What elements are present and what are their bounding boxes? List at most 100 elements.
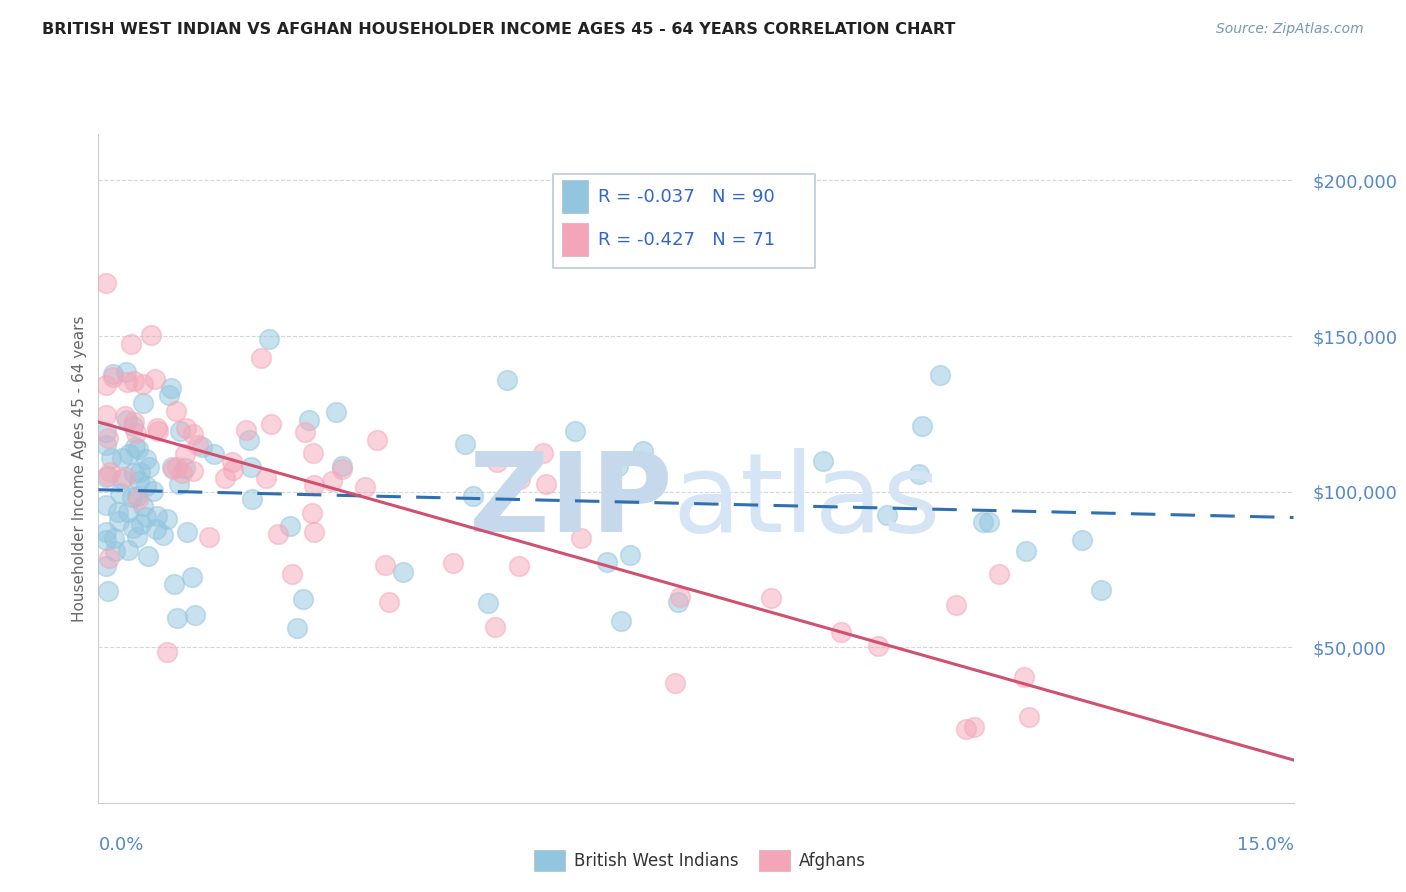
Point [96,583,118,598]
Point [114,470,136,484]
Point [569,531,592,545]
Text: 0.0%: 0.0% [98,837,143,855]
Point [156,645,179,659]
Point [96,525,118,540]
Text: R = -0.037   N = 90: R = -0.037 N = 90 [598,187,775,205]
Point [146,424,169,438]
Point [321,475,343,489]
Point [96,276,118,290]
Point [1012,670,1035,684]
Point [131,516,153,531]
Point [120,337,142,351]
Point [240,491,263,506]
Point [96,425,118,440]
Point [191,440,214,454]
Point [96,558,118,573]
Point [463,489,485,503]
Point [121,521,143,535]
Point [607,458,630,473]
Point [955,722,977,736]
Point [911,419,934,434]
Point [595,555,617,569]
Point [484,620,506,634]
Point [254,471,277,485]
Point [125,529,148,543]
Point [1018,710,1040,724]
Point [160,460,183,475]
Point [103,369,125,384]
Point [162,462,184,476]
Point [876,508,898,523]
Point [174,447,197,461]
Point [138,459,160,474]
Point [121,490,143,504]
Point [132,499,155,513]
Point [156,512,179,526]
Point [103,531,125,545]
Text: R = -0.427   N = 71: R = -0.427 N = 71 [598,231,775,249]
Point [96,470,118,484]
Point [813,454,835,468]
Point [240,459,263,474]
Point [176,524,198,539]
Point [830,624,852,639]
Point [146,421,169,435]
Text: BRITISH WEST INDIAN VS AFGHAN HOUSEHOLDER INCOME AGES 45 - 64 YEARS CORRELATION : BRITISH WEST INDIAN VS AFGHAN HOUSEHOLDE… [42,22,956,37]
Point [285,621,308,635]
Point [454,437,477,451]
Point [631,444,654,458]
Point [122,374,145,388]
Point [131,396,153,410]
Point [972,516,994,530]
Point [135,479,157,493]
Point [181,464,204,478]
Point [325,405,347,419]
Point [166,611,188,625]
Point [145,522,167,536]
Point [118,447,141,461]
Point [169,425,191,439]
Point [122,415,145,429]
Point [183,427,205,442]
Point [98,551,121,566]
Point [111,450,134,465]
Point [122,466,145,480]
Point [173,461,195,475]
Point [104,544,127,558]
Point [170,466,193,480]
Point [378,595,401,609]
Point [202,447,225,461]
Point [127,491,149,506]
Point [979,515,1001,529]
Point [108,514,131,528]
Text: British West Indians: British West Indians [574,852,738,870]
Text: Afghans: Afghans [799,852,866,870]
Point [945,598,967,612]
Point [619,548,641,562]
Point [214,471,236,485]
Point [184,607,207,622]
Point [278,519,301,533]
Point [1090,582,1112,597]
Point [124,440,146,454]
Point [238,433,260,447]
Point [330,459,353,474]
Point [115,375,138,389]
Point [107,505,129,519]
Point [759,591,782,606]
Point [508,558,530,573]
Point [495,373,517,387]
Point [392,566,415,580]
Point [180,570,202,584]
Text: atlas: atlas [672,449,941,555]
Point [330,462,353,476]
Point [304,478,326,492]
Point [142,483,165,498]
Point [97,469,120,483]
Point [260,417,283,431]
Point [534,477,557,491]
Point [115,365,138,379]
Point [485,455,508,469]
Point [146,508,169,523]
Point [125,489,148,503]
